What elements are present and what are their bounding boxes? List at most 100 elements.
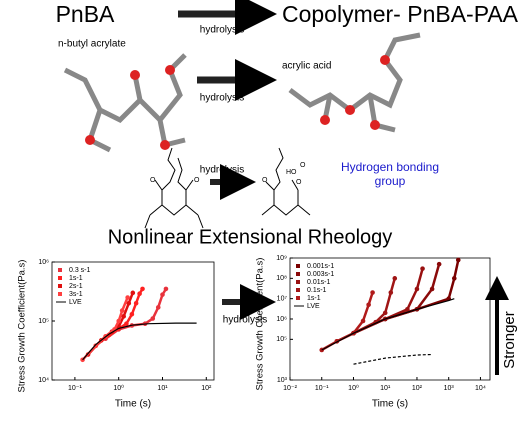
data-point [93,343,99,349]
atom-label: O [194,177,200,184]
data-point [163,286,169,292]
data-point [160,292,165,297]
legend-label: 0.3 s-1 [69,267,91,274]
legend-marker [296,264,300,268]
legend-label: 0.1s-1 [307,287,327,294]
data-point [360,318,366,324]
x-tick-label: 10⁻¹ [68,385,82,392]
data-point [119,308,125,313]
legend-label: 3s-1 [69,291,83,298]
x-axis-label: Time (s) [372,399,408,410]
data-point [405,306,410,312]
legend-marker [296,272,300,276]
data-point [133,300,139,306]
title-left: PnBA [56,1,115,27]
data-point [121,314,126,319]
y-tick-label: 10⁵ [276,336,287,343]
legend-marker [58,268,62,272]
data-point [155,305,161,310]
hbond-box: Hydrogen bonding group [340,160,440,188]
y-tick-label: 10³ [277,377,288,384]
data-point [150,316,156,321]
data-point [370,290,375,295]
data-point [126,300,132,306]
legend-marker [58,276,62,280]
legend-label: 1s-1 [69,275,83,282]
legend-label: 0.003s-1 [307,271,334,278]
data-point [125,295,130,300]
molecule-left [63,53,187,153]
atom-label: O [150,177,156,184]
data-point [129,311,135,317]
legend-label: 0.001s-1 [307,263,334,270]
legend-marker [296,296,300,300]
hbond-note: Hydrogen bonding group [340,160,440,188]
legend-marker [58,284,62,288]
x-tick-label: 10⁻² [283,385,297,392]
x-tick-label: 10⁴ [475,385,486,392]
data-point [455,257,461,263]
data-point [382,310,388,316]
monomer-label: n-butyl acrylate [58,39,126,50]
legend-label: 1s-1 [307,295,321,302]
y-tick-label: 10⁶ [38,259,49,266]
atom-label: O [296,179,302,186]
y-axis-label: Stress Growth Coefficient(Pa.s) [255,258,266,391]
legend-label: LVE [307,303,320,310]
data-point [137,291,142,297]
x-tick-label: 10⁰ [113,384,124,392]
data-point [124,321,129,326]
legend-label: 0.01s-1 [307,279,330,286]
data-point [116,318,121,324]
series-line [82,322,197,361]
data-point [130,290,136,296]
arrow-label: hydrolysis [223,315,267,326]
series-line [352,259,460,335]
x-tick-label: 10² [201,385,212,392]
legend-label: 2s-1 [69,283,83,290]
y-tick-label: 10⁴ [38,377,49,384]
monomer-label: acrylic acid [282,61,331,72]
x-tick-label: 10³ [444,385,455,392]
x-tick-label: 10⁻¹ [315,385,329,392]
skeletal-right [261,147,311,216]
x-axis-label: Time (s) [115,399,151,410]
data-point [388,290,394,295]
x-tick-label: 10⁰ [348,384,359,392]
x-tick-label: 10¹ [157,385,168,392]
x-tick-label: 10² [412,385,423,392]
molecule-right [288,32,421,133]
stronger-label: Stronger [501,311,518,369]
arrow-label: hydrolysis [200,25,244,36]
data-point [436,261,442,267]
y-tick-label: 10⁶ [276,316,287,323]
atom-label: O [262,177,268,184]
data-point [414,286,420,292]
data-point [140,286,145,292]
skeletal-left [144,147,204,229]
series-line [321,298,455,351]
y-tick-label: 10⁵ [38,318,49,325]
data-point [451,276,457,281]
section-title: Nonlinear Extensional Rheology [108,226,393,248]
title-right: Copolymer- PnBA-PAA [282,1,519,27]
legend-marker [296,288,300,292]
x-tick-label: 10¹ [380,385,391,392]
series-line [353,353,433,365]
data-point [420,266,425,271]
legend-marker [58,292,62,296]
data-point [366,302,371,308]
y-axis-label: Stress Growth Coefficient(Pa.s) [17,260,28,393]
y-tick-label: 10⁹ [276,255,287,262]
legend-label: LVE [69,299,82,306]
arrow-label: hydrolysis [200,93,244,104]
data-point [429,286,435,292]
legend-marker [296,280,300,284]
data-point [392,276,398,281]
atom-label: O [300,162,306,169]
atom-label: HO [286,169,297,176]
arrow-label: hydrolysis [200,165,244,176]
y-tick-label: 10⁷ [277,296,288,303]
y-tick-label: 10⁸ [276,275,287,282]
